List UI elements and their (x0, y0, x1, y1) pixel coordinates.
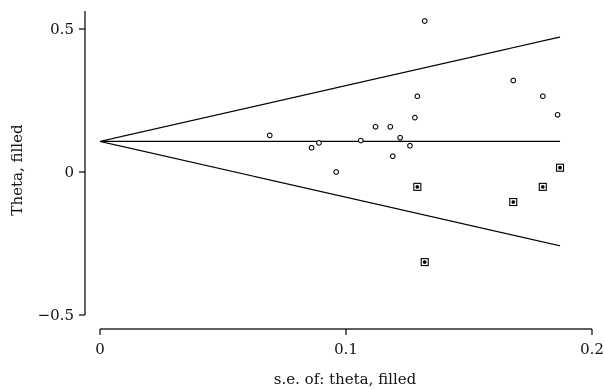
observed-study-point (407, 142, 413, 149)
observed-study-point (308, 144, 315, 151)
observed-study-point (414, 93, 421, 100)
observed-study-point (372, 123, 379, 130)
observed-study-point (539, 93, 546, 100)
x-tick-label: 0.2 (580, 340, 604, 358)
observed-study-point (554, 111, 561, 118)
filled-point-dot (415, 185, 420, 189)
axis-ticks: −0.5 0 0.5 0 0.1 0.2 (38, 20, 604, 358)
observed-study-point (397, 134, 403, 141)
x-tick-label: 0 (95, 340, 105, 358)
data-points (266, 18, 565, 267)
lower-confidence-limit-line (99, 140, 561, 247)
filled-point-dot (541, 185, 545, 189)
x-tick-label: 0.1 (334, 340, 358, 358)
observed-study-point (412, 114, 418, 121)
filled-point-dot (511, 200, 516, 204)
observed-study-point (266, 132, 273, 139)
filled-study-point (538, 182, 547, 191)
y-axis-label: Theta, filled (8, 124, 26, 216)
y-tick-label: −0.5 (38, 306, 74, 324)
reference-lines (99, 36, 561, 247)
filled-study-point (555, 163, 565, 172)
upper-confidence-limit-line (99, 36, 561, 142)
y-tick-label: 0 (64, 163, 74, 181)
observed-study-point (357, 137, 364, 144)
x-axis-label: s.e. of: theta, filled (274, 370, 417, 388)
observed-study-point (316, 139, 322, 146)
filled-study-point (509, 197, 518, 207)
observed-study-point (510, 77, 517, 84)
axes (84, 11, 592, 330)
filled-point-dot (422, 260, 427, 264)
observed-study-point (421, 18, 428, 24)
observed-study-point (389, 153, 396, 160)
filled-study-point (420, 258, 429, 267)
filled-point-dot (558, 165, 562, 170)
y-tick-label: 0.5 (50, 20, 74, 38)
filled-study-point (413, 182, 422, 191)
observed-study-point (333, 169, 340, 175)
observed-study-point (387, 123, 394, 130)
